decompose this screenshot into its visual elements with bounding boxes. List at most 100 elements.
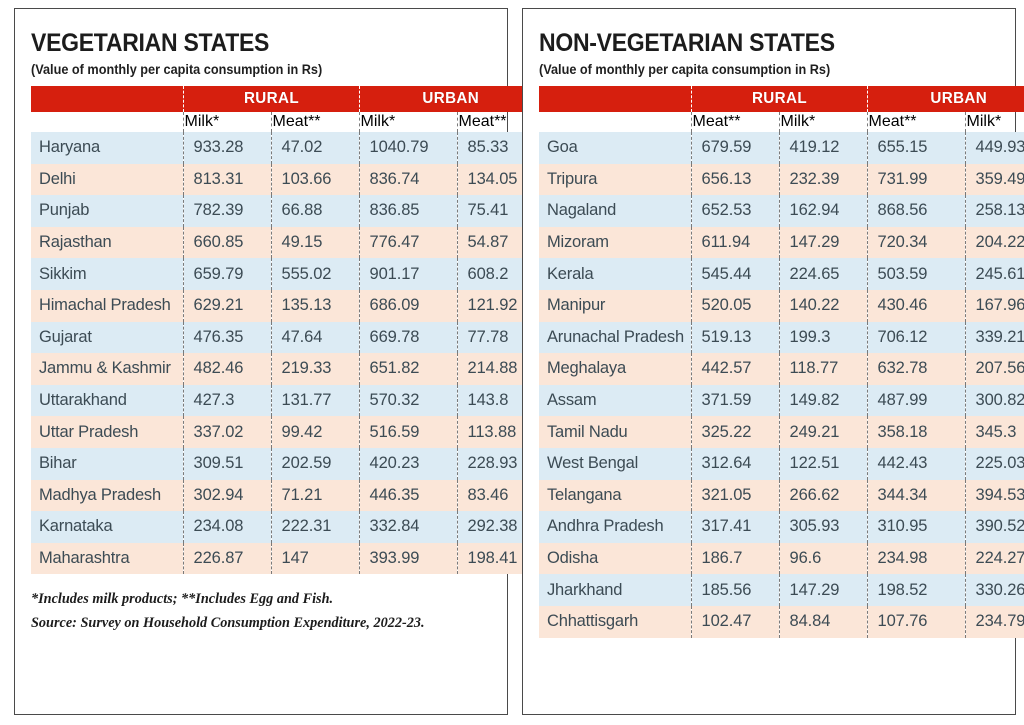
band-group-urban: URBAN (358, 86, 541, 112)
cell-rural-meat: 371.59 (690, 384, 779, 417)
cell-rural-meat: 66.88 (270, 195, 359, 227)
cell-rural-meat: 611.94 (690, 226, 779, 259)
cell-urban-milk: 901.17 (358, 258, 457, 290)
cell-urban-meat: 731.99 (866, 163, 965, 196)
cell-rural-meat: 99.42 (270, 416, 359, 448)
table-row: Punjab 782.39 66.88 836.85 75.41 (31, 195, 541, 227)
cell-urban-milk: 300.82 (964, 384, 1024, 417)
row-state-label: Uttarakhand (31, 384, 183, 417)
cell-urban-milk: 449.93 (964, 132, 1024, 164)
cell-rural-meat: 325.22 (690, 416, 779, 448)
row-state-label: Gujarat (31, 321, 183, 354)
row-state-label: Karnataka (31, 511, 183, 543)
vegetarian-states-table: RURAL URBAN Milk* Meat** Milk* Meat** Ha… (31, 86, 541, 575)
cell-rural-milk: 162.94 (778, 195, 867, 227)
cell-urban-milk: 776.47 (358, 226, 457, 259)
cell-rural-milk: 249.21 (778, 416, 867, 448)
cell-rural-milk: 309.51 (182, 447, 271, 480)
row-state-label: Manipur (539, 289, 691, 322)
band-label-urban: URBAN (421, 90, 479, 107)
cell-rural-meat: 656.13 (690, 163, 779, 196)
cell-rural-meat: 49.15 (270, 226, 359, 259)
column-header-state (31, 112, 183, 132)
cell-rural-milk: 933.28 (182, 132, 271, 164)
cell-urban-meat: 487.99 (866, 384, 965, 417)
row-state-label: Meghalaya (539, 353, 691, 385)
row-state-label: Nagaland (539, 195, 691, 227)
cell-urban-meat: 198.52 (866, 574, 965, 606)
cell-urban-milk: 420.23 (358, 447, 457, 480)
cell-urban-milk: 225.03 (964, 447, 1024, 480)
table-row: Uttar Pradesh 337.02 99.42 516.59 113.88 (31, 416, 541, 448)
table-row: Meghalaya 442.57 118.77 632.78 207.56 (539, 353, 1024, 385)
cell-rural-milk: 122.51 (778, 447, 867, 480)
band-blank-cell (31, 86, 183, 112)
table-row: Tamil Nadu 325.22 249.21 358.18 345.3 (539, 416, 1024, 448)
cell-urban-meat: 720.34 (866, 226, 965, 259)
cell-rural-milk: 660.85 (182, 226, 271, 259)
cell-urban-meat: 344.34 (866, 479, 965, 512)
page-title-secondary: NON-VEGETARIAN STATES (539, 29, 835, 57)
cell-rural-milk: 118.77 (778, 353, 867, 385)
cell-urban-milk: 359.49 (964, 163, 1024, 196)
table-row: Sikkim 659.79 555.02 901.17 608.2 (31, 258, 541, 290)
panel-spacer (31, 635, 491, 704)
cell-rural-meat: 317.41 (690, 511, 779, 543)
cell-rural-milk: 149.82 (778, 384, 867, 417)
cell-rural-milk: 659.79 (182, 258, 271, 290)
cell-urban-milk: 516.59 (358, 416, 457, 448)
cell-rural-meat: 135.13 (270, 289, 359, 322)
cell-urban-milk: 393.99 (358, 542, 457, 575)
table-row: West Bengal 312.64 122.51 442.43 225.03 (539, 447, 1024, 480)
row-state-label: Punjab (31, 195, 183, 227)
column-header-row: Meat** Milk* Meat** Milk* (539, 112, 1024, 132)
cell-rural-milk: 266.62 (778, 479, 867, 512)
row-state-label: West Bengal (539, 447, 691, 480)
table-row: Arunachal Pradesh 519.13 199.3 706.12 339.21 (539, 321, 1024, 354)
table-row: Madhya Pradesh 302.94 71.21 446.35 83.46 (31, 479, 541, 512)
row-state-label: Chhattisgarh (539, 605, 691, 638)
cell-rural-milk: 199.3 (778, 321, 867, 354)
non-vegetarian-table-body: Goa 679.59 419.12 655.15 449.93 Tripura 656.1… (539, 132, 1024, 638)
cell-rural-milk: 782.39 (182, 195, 271, 227)
row-state-label: Kerala (539, 258, 691, 290)
cell-urban-milk: 224.27 (964, 542, 1024, 575)
table-row: Chhattisgarh 102.47 84.84 107.76 234.79 (539, 605, 1024, 638)
cell-rural-milk: 476.35 (182, 321, 271, 354)
table-row: Odisha 186.7 96.6 234.98 224.27 (539, 542, 1024, 575)
band-group-rural: RURAL (182, 86, 359, 112)
row-state-label: Sikkim (31, 258, 183, 290)
column-header-urban-meat: Meat** (866, 112, 965, 132)
cell-urban-milk: 330.26 (964, 574, 1024, 606)
cell-rural-milk: 140.22 (778, 289, 867, 322)
row-state-label: Tripura (539, 163, 691, 196)
cell-rural-milk: 482.46 (182, 353, 271, 385)
cell-rural-milk: 226.87 (182, 542, 271, 575)
row-state-label: Arunachal Pradesh (539, 321, 691, 354)
cell-rural-milk: 147.29 (778, 574, 867, 606)
header-band-row: RURAL URBAN (539, 86, 1024, 112)
row-state-label: Rajasthan (31, 226, 183, 259)
band-label-rural: RURAL (751, 90, 807, 107)
cell-urban-meat: 442.43 (866, 447, 965, 480)
band-group-urban: URBAN (866, 86, 1024, 112)
cell-rural-meat: 103.66 (270, 163, 359, 196)
cell-urban-milk: 167.96 (964, 289, 1024, 322)
cell-rural-milk: 302.94 (182, 479, 271, 512)
band-label-urban: URBAN (929, 90, 987, 107)
cell-urban-milk: 390.52 (964, 511, 1024, 543)
cell-urban-meat: 632.78 (866, 353, 965, 385)
row-state-label: Tamil Nadu (539, 416, 691, 448)
cell-rural-meat: 47.64 (270, 321, 359, 354)
header-band-row: RURAL URBAN (31, 86, 541, 112)
cell-rural-milk: 224.65 (778, 258, 867, 290)
table-row: Telangana 321.05 266.62 344.34 394.53 (539, 479, 1024, 512)
cell-urban-meat: 503.59 (866, 258, 965, 290)
column-header-rural-meat: Meat** (270, 112, 359, 132)
cell-rural-meat: 219.33 (270, 353, 359, 385)
panel-vegetarian-states: VEGETARIAN STATES (Value of monthly per … (14, 8, 541, 715)
table-row: Uttarakhand 427.3 131.77 570.32 143.8 (31, 384, 541, 417)
row-state-label: Maharashtra (31, 542, 183, 575)
cell-rural-meat: 519.13 (690, 321, 779, 354)
cell-urban-milk: 332.84 (358, 511, 457, 543)
